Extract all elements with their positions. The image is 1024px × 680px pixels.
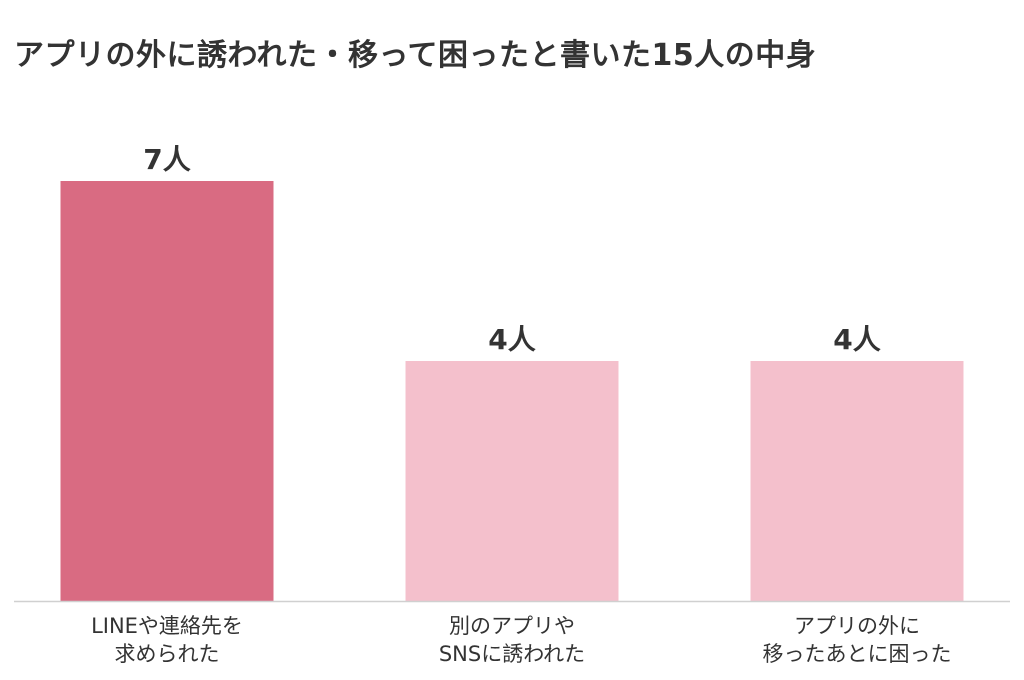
bar-2 [405,361,619,601]
value-labels-group: 7人 4人 4人 [143,143,880,356]
category-label-3: アプリの外に移ったあとに困った [763,614,952,666]
category-label-line: 求められた [115,642,220,666]
category-label-2: 別のアプリや SNSに誘われた [439,614,585,666]
category-label-line: 別のアプリや [449,614,575,638]
category-label-line: 移ったあとに困った [763,642,952,666]
category-label-line: LINEや連絡先を [91,614,243,638]
category-label-1: LINEや連絡先を求められた [91,614,243,666]
value-label-3: 4人 [833,323,880,356]
bar-3 [750,361,964,601]
bar-1 [60,181,274,601]
category-labels-group: LINEや連絡先を求められた 別のアプリや SNSに誘われた アプリの外に移ったあとに… [91,614,951,666]
chart-title: アプリの外に誘われた・移って困ったと書いた15人の中身 [14,38,817,73]
category-label-line: SNSに誘われた [439,642,585,666]
value-label-2: 4人 [488,323,535,356]
value-label-1: 7人 [143,143,190,176]
category-label-line: アプリの外に [794,614,920,638]
bars-group [60,181,964,601]
